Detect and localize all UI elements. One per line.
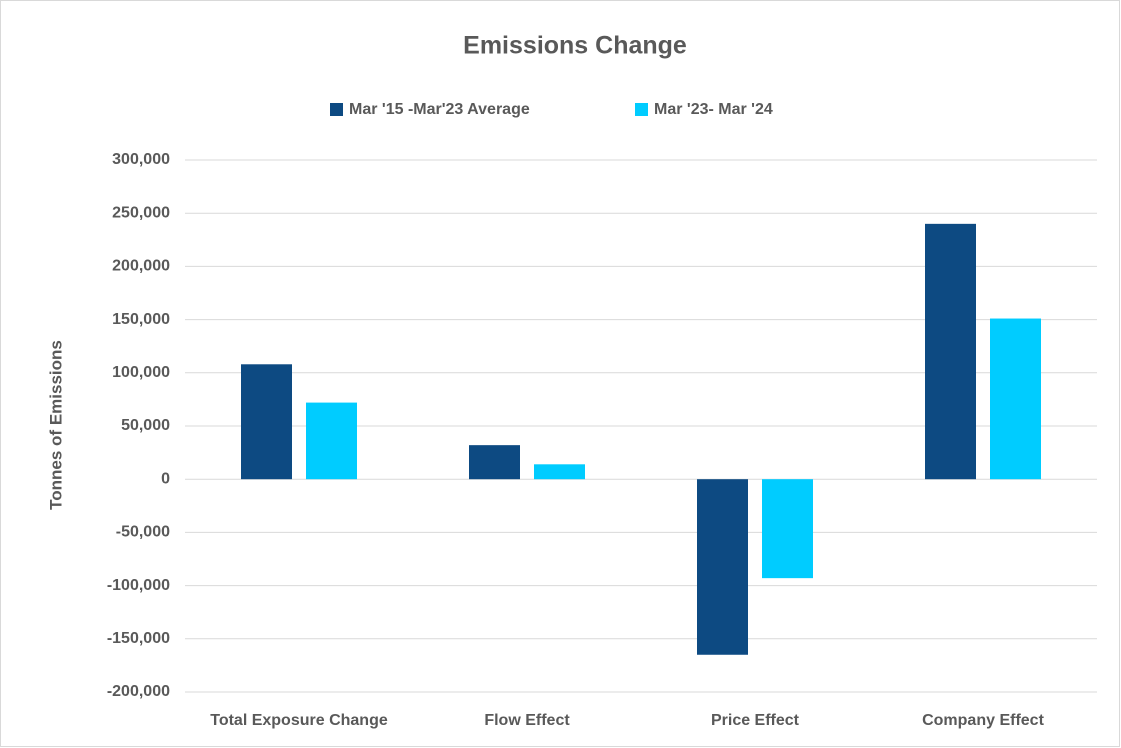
y-tick-label: -50,000	[116, 524, 170, 541]
y-tick-label: -100,000	[107, 577, 170, 594]
y-tick-label: 300,000	[112, 151, 170, 168]
bar	[241, 364, 292, 480]
y-tick-label: 200,000	[112, 258, 170, 275]
bar	[762, 479, 813, 579]
bar	[925, 223, 976, 480]
y-axis-title: Tonnes of Emissions	[46, 340, 65, 510]
legend-marker	[330, 103, 343, 116]
y-tick-label: 100,000	[112, 364, 170, 381]
bar	[990, 318, 1041, 480]
y-tick-label: -200,000	[107, 683, 170, 700]
y-tick-label: 150,000	[112, 311, 170, 328]
x-tick-label: Total Exposure Change	[210, 712, 388, 729]
x-tick-label: Flow Effect	[484, 712, 570, 729]
legend-marker	[635, 103, 648, 116]
bar	[469, 445, 520, 480]
y-tick-label: 250,000	[112, 204, 170, 221]
chart-title: Emissions Change	[463, 32, 687, 60]
legend-label: Mar '15 -Mar'23 Average	[349, 101, 530, 118]
y-tick-label: -150,000	[107, 630, 170, 647]
legend-label: Mar '23- Mar '24	[654, 101, 773, 118]
bar	[534, 464, 585, 480]
bar	[697, 479, 748, 655]
x-tick-label: Company Effect	[922, 712, 1044, 729]
y-tick-label: 0	[161, 470, 170, 487]
y-tick-label: 50,000	[121, 417, 170, 434]
bar	[306, 402, 357, 480]
x-tick-label: Price Effect	[711, 712, 800, 729]
